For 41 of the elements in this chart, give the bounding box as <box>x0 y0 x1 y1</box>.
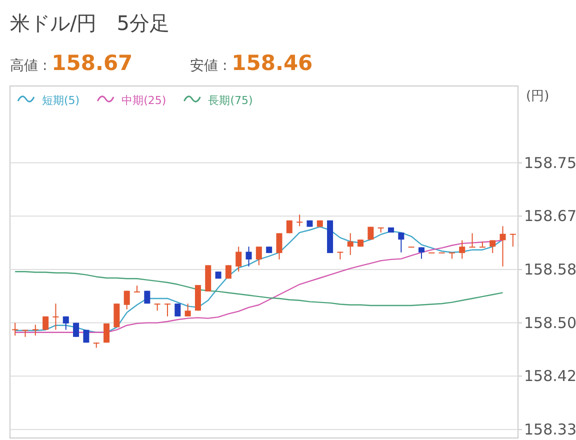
y-tick-label: 158.33 <box>524 420 576 438</box>
y-tick-label: 158.67 <box>524 207 576 226</box>
candlestick <box>500 226 506 267</box>
y-axis-title: (円) <box>526 89 550 104</box>
candlestick <box>296 214 303 227</box>
candlestick <box>236 246 242 272</box>
candlestick <box>510 233 516 248</box>
candlestick <box>62 316 69 330</box>
legend-label: 短期(5) <box>42 94 80 107</box>
candlestick <box>347 232 354 256</box>
y-tick-label: 158.42 <box>524 367 576 386</box>
legend-label: 中期(25) <box>122 94 166 107</box>
candlestick <box>12 322 18 336</box>
candlestick <box>93 342 100 348</box>
candlestick <box>184 303 191 317</box>
y-tick-label: 158.50 <box>524 314 576 332</box>
legend-label: 長期(75) <box>208 94 253 107</box>
candlestick <box>398 232 404 253</box>
candlestick <box>479 241 486 248</box>
candlestick <box>469 232 476 248</box>
candlestick <box>114 303 120 328</box>
candlestick <box>124 290 130 310</box>
y-tick-label: 158.75 <box>524 154 576 172</box>
candlestick <box>42 316 49 330</box>
y-tick-label: 158.58 <box>524 260 576 278</box>
candlestick <box>276 232 282 260</box>
candlestick <box>134 285 140 292</box>
line-series <box>14 271 504 306</box>
candlestick <box>256 246 262 266</box>
candlestick <box>459 240 466 260</box>
candlestick <box>246 246 252 267</box>
chart-title: 米ドル/円 5分足 <box>10 11 170 35</box>
candlestick <box>225 264 232 280</box>
text: 高値 : 158.67 <box>10 51 133 75</box>
candlestick <box>174 303 181 317</box>
text: 安値 : 158.46 <box>190 51 313 75</box>
candlestick <box>73 322 80 338</box>
candlestick <box>164 303 170 317</box>
candlestick <box>32 324 38 336</box>
candlestick <box>52 303 59 330</box>
candlestick <box>490 240 496 254</box>
